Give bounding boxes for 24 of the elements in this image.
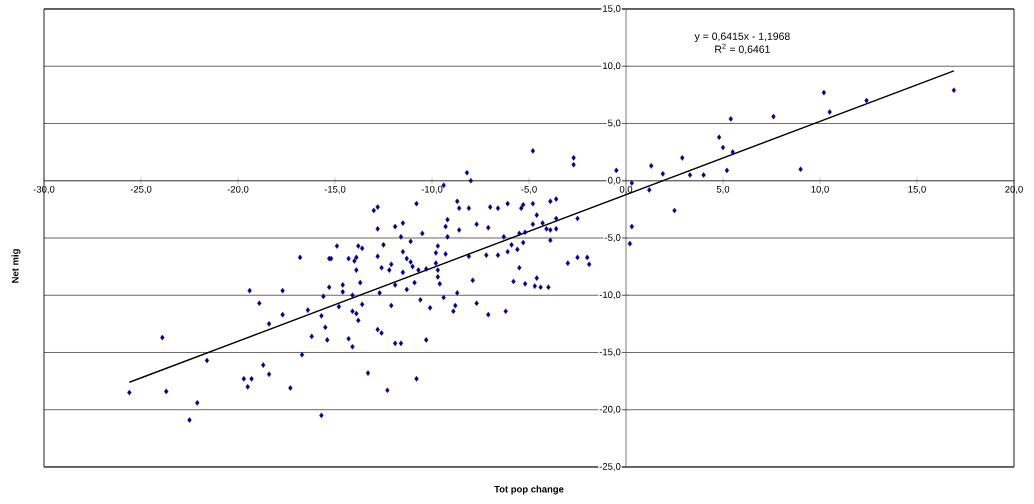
x-tick-label: -25,0 bbox=[130, 185, 152, 194]
x-tick-label: -20,0 bbox=[227, 185, 249, 194]
x-tick-label: -15,0 bbox=[324, 185, 346, 194]
y-tick-label: 5,0 bbox=[608, 119, 621, 128]
y-tick-label: 0,0 bbox=[608, 176, 621, 185]
y-tick-label: 15,0 bbox=[603, 5, 621, 13]
x-tick-label: 10,0 bbox=[811, 185, 829, 194]
x-tick-label: -10,0 bbox=[421, 185, 443, 194]
y-tick-label: -20,0 bbox=[599, 405, 621, 414]
x-tick-label: 0,0 bbox=[619, 185, 633, 194]
y-tick-label: -10,0 bbox=[599, 291, 621, 300]
x-axis-title: Tot pop change bbox=[494, 485, 564, 495]
y-tick-label: -15,0 bbox=[599, 348, 621, 357]
y-tick-label: -5,0 bbox=[604, 234, 621, 242]
annotation: R$^{2}$ = 0,6461 bbox=[715, 43, 770, 55]
x-tick-label: 20,0 bbox=[1005, 185, 1023, 194]
x-tick-label: -5,0 bbox=[521, 185, 537, 194]
y-tick-label: -25,0 bbox=[599, 463, 621, 471]
annotation: y = 0,6415x - 1,1968 bbox=[694, 32, 790, 43]
y-axis-title: Net mig bbox=[11, 249, 21, 283]
x-tick-label: 5,0 bbox=[716, 185, 730, 194]
x-tick-label: -30,0 bbox=[33, 185, 55, 194]
y-tick-label: 10,0 bbox=[603, 62, 621, 71]
x-tick-label: 15,0 bbox=[908, 185, 926, 194]
